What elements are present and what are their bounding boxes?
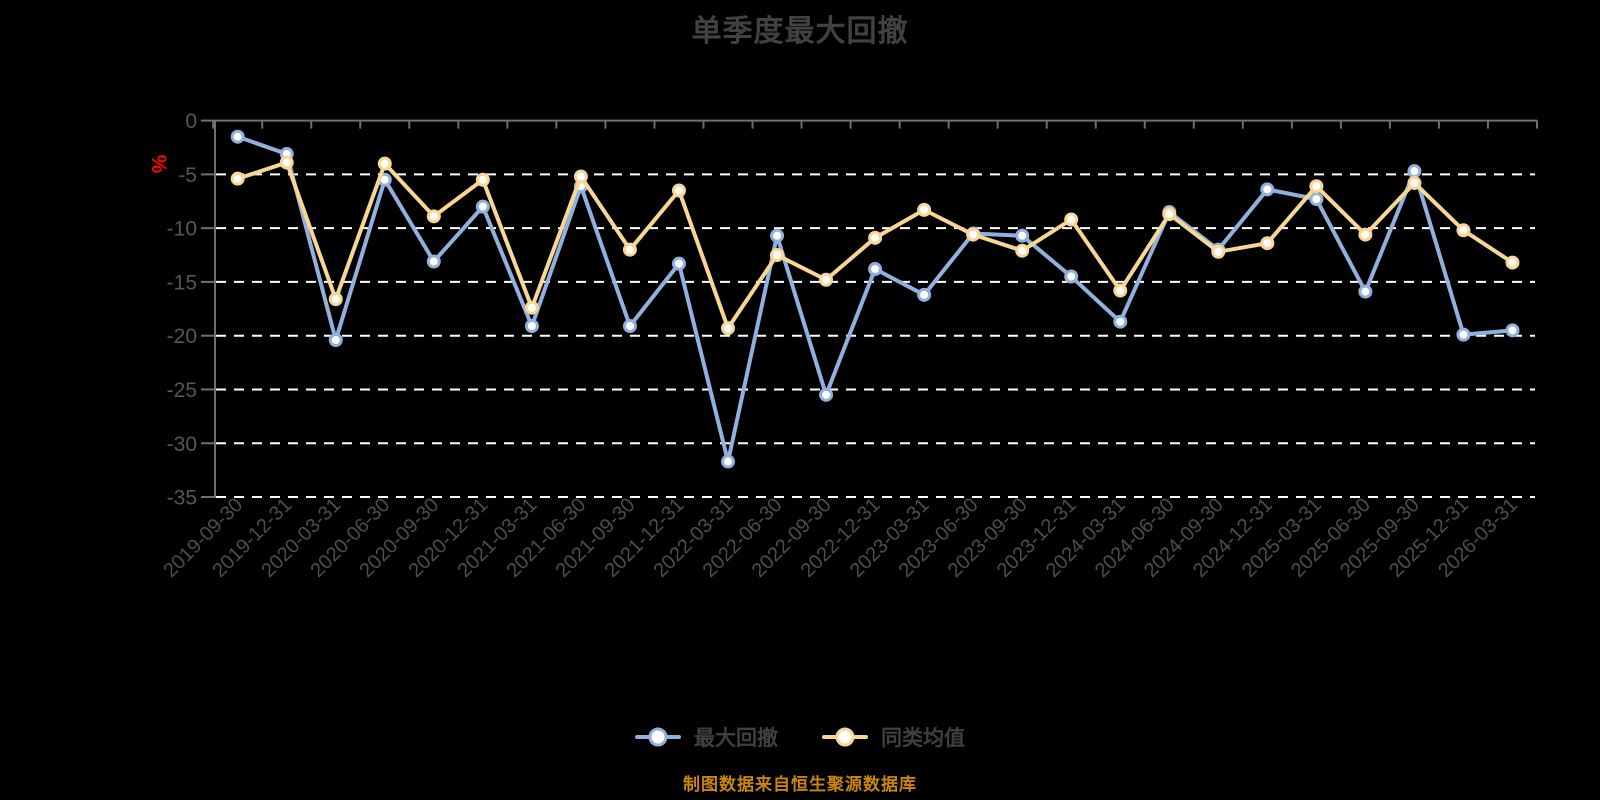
data-point-marker — [426, 209, 441, 224]
data-point-marker — [1505, 323, 1520, 338]
data-point-marker — [671, 256, 686, 271]
axes — [201, 119, 1538, 499]
y-tick-label: -30 — [167, 433, 197, 456]
legend-item-max-drawdown[interactable]: 最大回撤 — [635, 722, 778, 752]
data-point-marker — [1456, 223, 1471, 238]
data-point-marker — [868, 262, 883, 277]
legend-dot-yellow-icon — [835, 727, 855, 747]
y-tick-label: -35 — [167, 487, 197, 510]
data-point-marker — [1309, 192, 1324, 207]
y-tick-label: -5 — [178, 164, 197, 187]
data-point-marker — [1015, 243, 1030, 258]
data-point-marker — [475, 172, 490, 187]
y-tick-label: 0 — [185, 110, 197, 133]
series-0-markers — [230, 129, 1520, 469]
data-point-marker — [1113, 283, 1128, 298]
y-tick-labels: 0 -5 -10 -15 -20 -25 -30 -35 — [167, 110, 197, 509]
data-point-marker — [1407, 164, 1422, 179]
data-point-marker — [573, 169, 588, 184]
data-point-marker — [1260, 182, 1275, 197]
data-point-marker — [1211, 244, 1226, 259]
legend-item-category-average[interactable]: 同类均值 — [822, 722, 965, 752]
y-gridlines — [216, 173, 1535, 499]
data-point-marker — [1358, 227, 1373, 242]
legend-label: 最大回撤 — [694, 727, 778, 750]
legend-label: 同类均值 — [881, 727, 965, 750]
series-1-markers — [230, 155, 1520, 336]
data-point-marker — [328, 333, 343, 348]
data-point-marker — [721, 321, 735, 336]
data-point-marker — [819, 272, 834, 287]
data-point-marker — [966, 227, 981, 242]
data-point-marker — [1064, 269, 1079, 284]
data-point-marker — [1407, 175, 1422, 190]
data-point-marker — [230, 171, 245, 186]
data-point-marker — [1113, 314, 1128, 329]
y-tick-label: -25 — [167, 379, 197, 402]
data-point-marker — [1162, 207, 1177, 222]
data-point-marker — [230, 129, 245, 144]
data-point-marker — [1015, 228, 1030, 243]
data-point-marker — [819, 387, 834, 402]
data-point-marker — [328, 292, 343, 307]
data-point-marker — [1064, 212, 1079, 227]
chart-legend: 最大回撤 同类均值 — [0, 717, 1600, 757]
legend-line-marker-blue-icon — [635, 727, 681, 747]
chart-title: 单季度最大回撤 — [691, 15, 909, 48]
y-tick-label: -15 — [167, 271, 197, 294]
data-point-marker — [721, 454, 735, 469]
data-point-marker — [1456, 327, 1471, 342]
data-point-marker — [917, 287, 932, 302]
data-point-marker — [917, 202, 932, 217]
data-point-marker — [279, 155, 294, 170]
legend-line-marker-yellow-icon — [822, 727, 868, 747]
data-point-marker — [622, 242, 637, 257]
data-point-marker — [426, 254, 441, 269]
y-tick-label: -10 — [167, 218, 197, 241]
data-point-marker — [1358, 284, 1373, 299]
data-point-marker — [524, 300, 539, 315]
data-point-marker — [770, 228, 785, 243]
data-point-marker — [671, 183, 686, 198]
data-source-note: 制图数据来自恒生聚源数据库 — [683, 775, 917, 794]
x-tick-labels: 2019-09-302019-12-312020-03-312020-06-30… — [159, 494, 1522, 582]
data-point-marker — [524, 319, 539, 334]
data-point-marker — [868, 230, 883, 245]
legend-dot-blue-icon — [648, 727, 668, 747]
y-tick-label: -20 — [167, 325, 197, 348]
data-point-marker — [770, 248, 785, 263]
data-point-marker — [1505, 255, 1520, 270]
data-point-marker — [622, 319, 637, 334]
data-point-marker — [1309, 179, 1324, 194]
data-point-marker — [475, 199, 490, 214]
y-axis-unit-label: % — [147, 155, 170, 174]
data-point-marker — [377, 156, 392, 171]
data-point-marker — [1260, 236, 1275, 251]
